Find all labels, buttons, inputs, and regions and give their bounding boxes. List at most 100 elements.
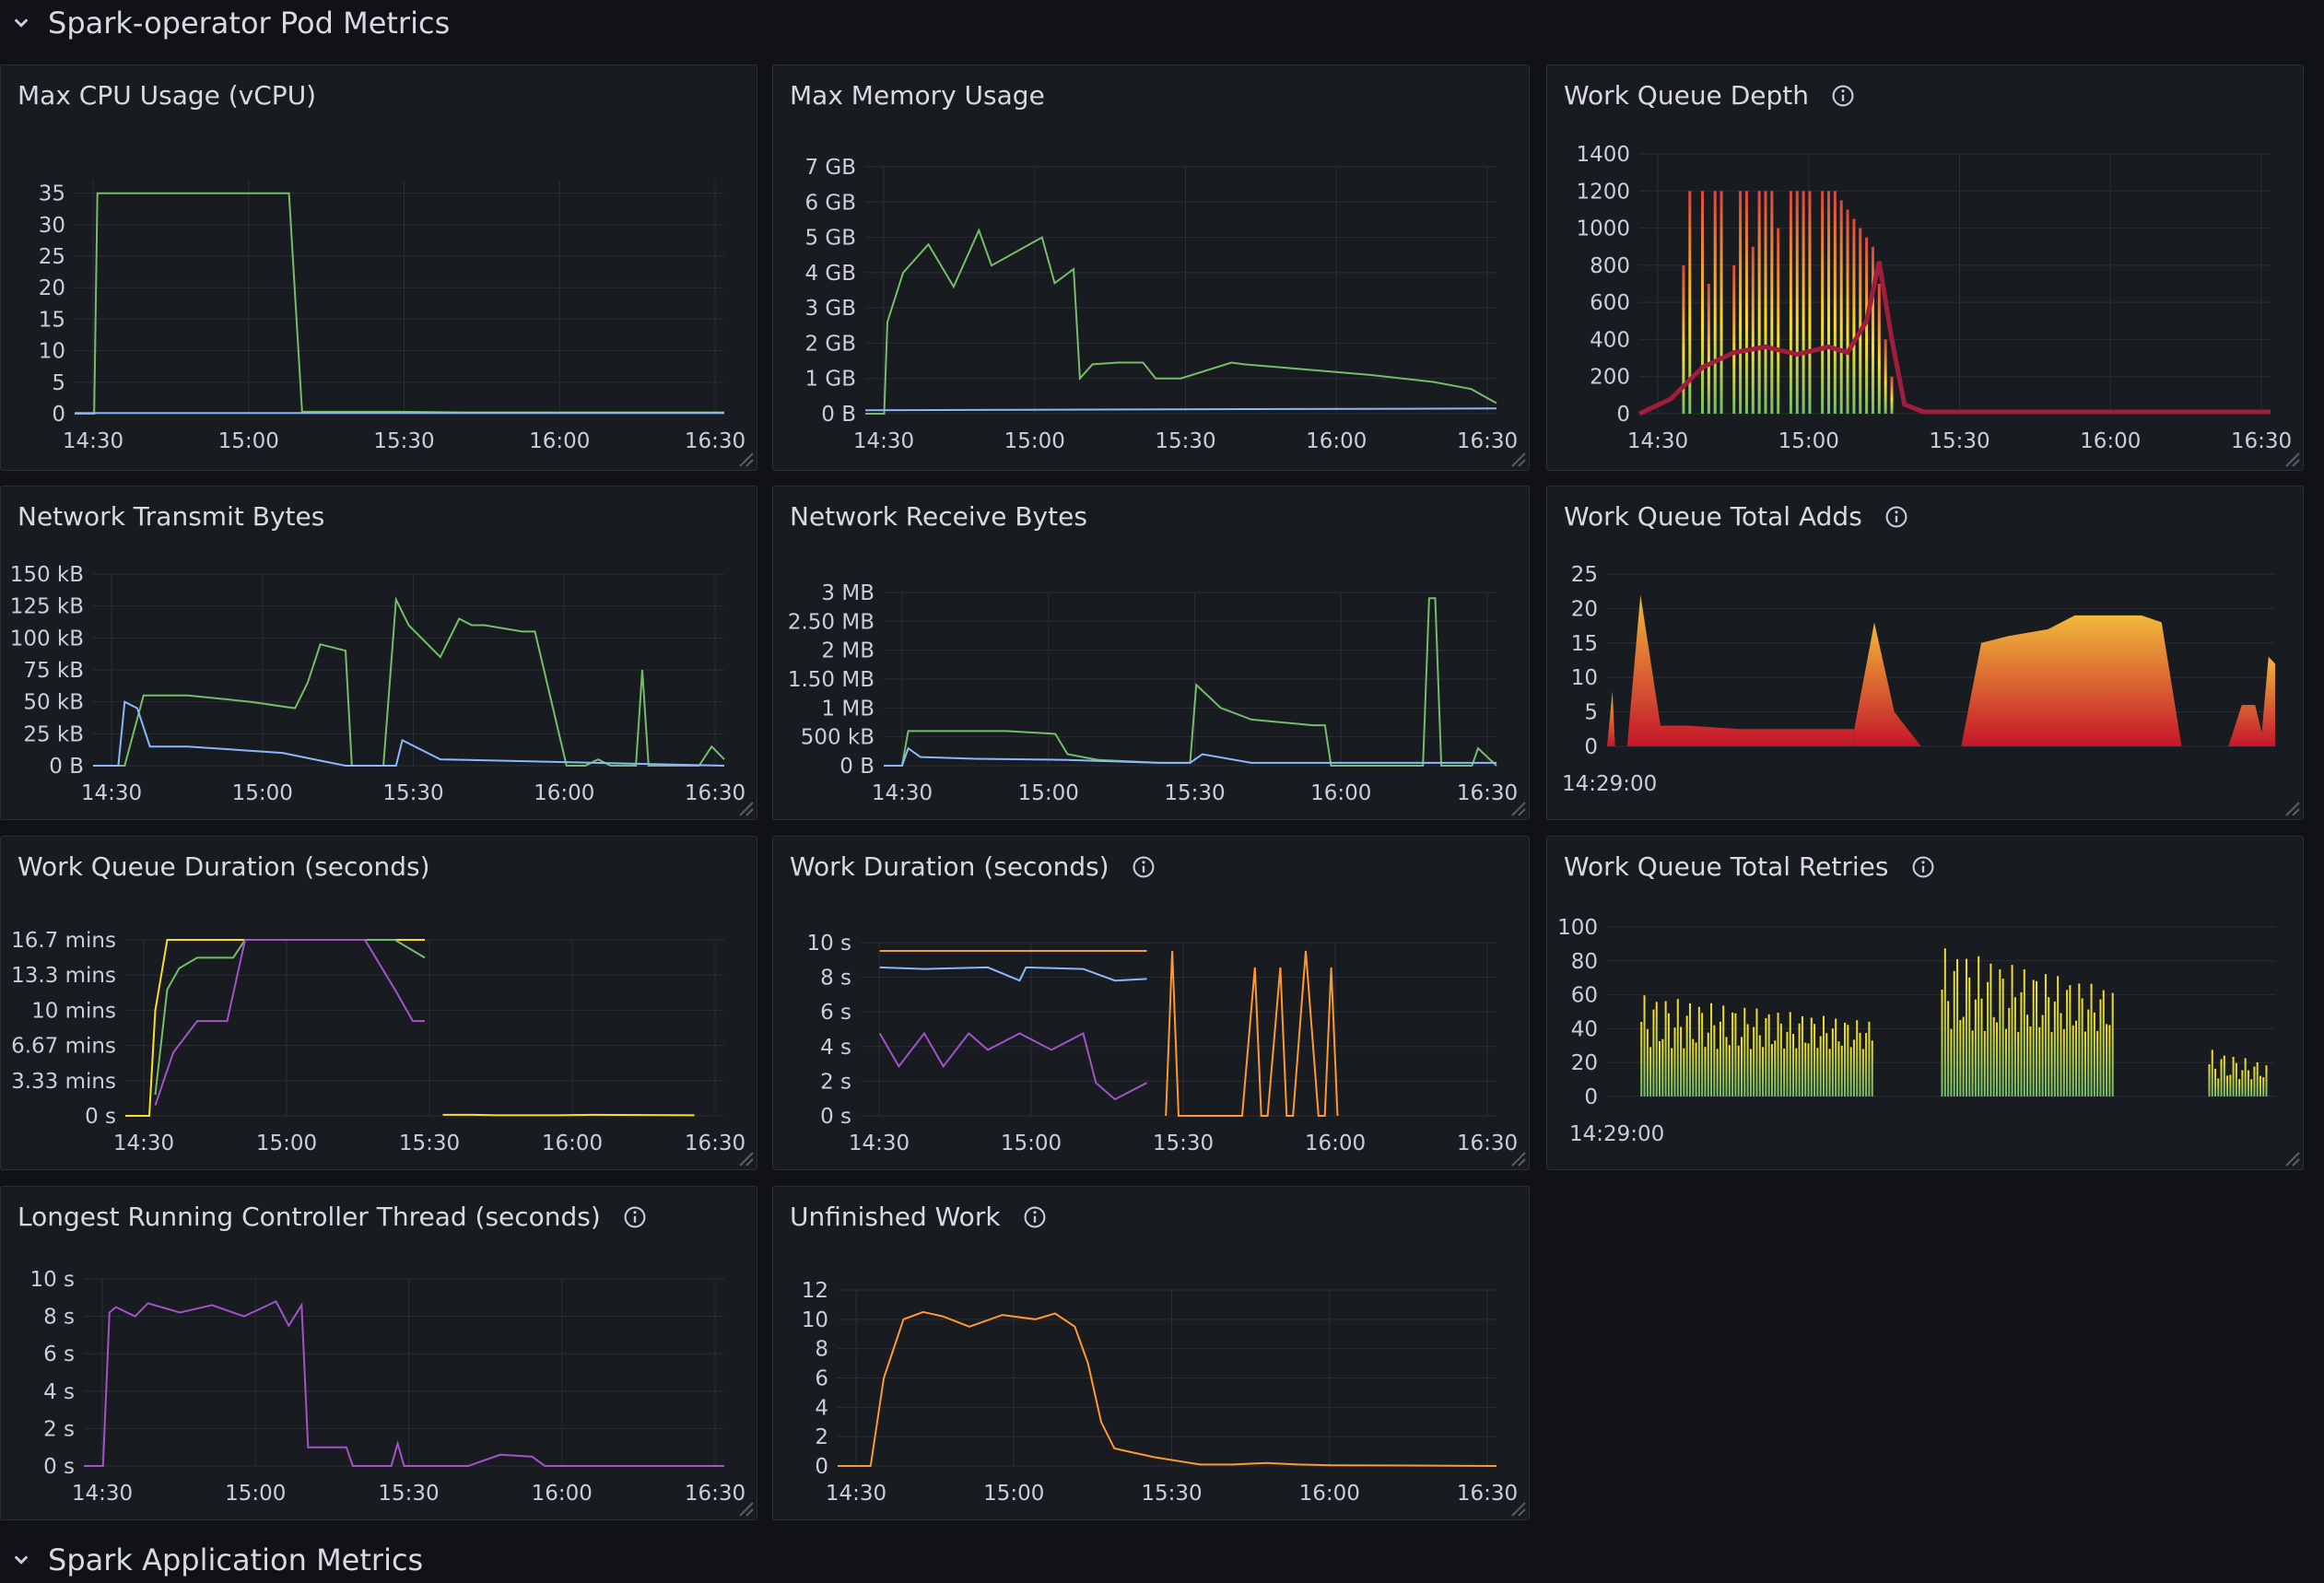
bar [1719, 1021, 1721, 1096]
chart-longest-thread: 0 s 2 s 4 s 6 s 8 s 10 s 14:30 15:00 15:30 16:00 1… [29, 1268, 754, 1517]
bar [1821, 191, 1825, 414]
bar [1695, 1042, 1697, 1096]
info-icon[interactable] [623, 1205, 647, 1229]
x-tick-label: 15:00 [225, 1482, 286, 1506]
bar [1968, 977, 1971, 1096]
bar [1978, 956, 1980, 1096]
x-tick-label: 16:00 [532, 1482, 593, 1506]
series-line-pod-a [884, 597, 1497, 767]
panel-work-duration[interactable]: Work Duration (seconds) 0 s 2 s 4 s 6 s 8 s 1… [772, 836, 1530, 1170]
panel-work-queue-total-retries[interactable]: Work Queue Total Retries 0 20 40 60 80 100 14… [1546, 836, 2304, 1170]
y-tick-label: 6 [815, 1367, 828, 1391]
info-icon[interactable] [1023, 1205, 1047, 1229]
bar [2001, 979, 2004, 1096]
series-line-purple [84, 1300, 724, 1467]
bar [2060, 1013, 2062, 1096]
panel-longest-running-thread[interactable]: Longest Running Controller Thread (secon… [0, 1186, 757, 1520]
y-tick-label: 3 MB [821, 581, 874, 605]
bar [1753, 1026, 1755, 1096]
bar [1673, 1027, 1676, 1096]
bar [1816, 1048, 1819, 1096]
y-tick-label: 3 GB [804, 297, 856, 321]
bar [2057, 976, 2060, 1096]
x-tick-label: 16:30 [685, 429, 745, 453]
bar [1643, 995, 1646, 1096]
time-label: 14:29:00 [1562, 772, 1658, 796]
bar [1795, 191, 1799, 414]
resize-handle-icon [2285, 1152, 2300, 1167]
series-line-pod-b [884, 746, 1497, 767]
series-line-pod-b [864, 407, 1497, 412]
bar [2066, 990, 2069, 1096]
info-icon[interactable] [1884, 505, 1908, 529]
bar [1713, 1025, 1716, 1096]
x-tick-label: 15:00 [983, 1482, 1044, 1506]
x-tick-label: 14:30 [853, 429, 914, 453]
y-tick-label: 25 kB [23, 722, 84, 746]
panel-work-queue-depth[interactable]: Work Queue Depth 0 200 400 600 800 1000 1200 14… [1546, 64, 2304, 471]
bar [1947, 1001, 1950, 1096]
bar [2041, 1014, 2044, 1096]
bar [2106, 1024, 2108, 1096]
y-tick-label: 6 GB [804, 191, 856, 215]
chart-work-queue-depth: 0 200 400 600 800 1000 1200 1400 14:30 15:00 15:30… [1576, 143, 2300, 467]
info-icon[interactable] [1132, 855, 1156, 879]
bar [2008, 1007, 2011, 1096]
bar [1871, 246, 1874, 414]
info-icon[interactable] [1911, 855, 1935, 879]
y-tick-label: 4 s [43, 1380, 75, 1404]
y-tick-label: 4 [815, 1396, 828, 1420]
bar [2044, 974, 2047, 1096]
bar [1890, 376, 1894, 414]
x-tick-label: 14:30 [849, 1132, 910, 1155]
x-tick-label: 15:00 [232, 781, 293, 805]
bar [1956, 958, 1959, 1096]
y-tick-label: 13.3 mins [11, 964, 116, 988]
y-tick-label: 125 kB [10, 595, 84, 619]
series-line-purple [154, 939, 425, 1106]
y-tick-label: 200 [1590, 366, 1630, 390]
panel-work-queue-duration[interactable]: Work Queue Duration (seconds) 0 s 3.33 mi… [0, 836, 757, 1170]
bar [1707, 284, 1710, 414]
x-tick-label: 15:30 [1141, 1482, 1202, 1506]
bar [2250, 1079, 2253, 1096]
info-icon[interactable] [1831, 84, 1855, 108]
bar [2069, 985, 2072, 1096]
bar [1835, 1018, 1837, 1096]
x-tick-label: 15:00 [218, 429, 279, 453]
y-tick-label: 12 [802, 1279, 828, 1303]
bar [1685, 1015, 1688, 1096]
panel-network-transmit-bytes[interactable]: Network Transmit Bytes 0 B 25 kB 50 kB 75 k… [0, 486, 757, 820]
x-tick-label: 16:00 [534, 781, 594, 805]
panel-work-queue-total-adds[interactable]: Work Queue Total Adds 0 5 10 15 20 25 14:29:0… [1546, 486, 2304, 820]
bar [1861, 1049, 1864, 1096]
bar [1751, 246, 1755, 414]
x-tick-label: 15:30 [1153, 1132, 1214, 1155]
bar [2096, 1030, 2099, 1096]
y-tick-label: 25 [39, 245, 65, 269]
panel-max-memory-usage[interactable]: Max Memory Usage 0 B 1 GB 2 GB 3 GB 4 GB 5 GB… [772, 64, 1530, 471]
x-tick-label: 16:30 [1457, 1132, 1518, 1155]
bar [2211, 1049, 2213, 1096]
panel-max-cpu-usage[interactable]: Max CPU Usage (vCPU) 0 5 10 15 20 25 30 35 14:30… [0, 64, 757, 471]
y-tick-label: 5 [1584, 701, 1598, 725]
y-tick-label: 0 [1584, 735, 1598, 759]
panel-unfinished-work[interactable]: Unfinished Work 0 2 4 6 8 10 12 14:30 15:00 15:30… [772, 1186, 1530, 1520]
row-header-pod-metrics[interactable]: Spark-operator Pod Metrics [0, 0, 450, 46]
bar [1844, 1022, 1847, 1096]
x-tick-label: 15:30 [1155, 429, 1215, 453]
series-line-pod-a [93, 595, 725, 767]
row-header-app-metrics[interactable]: Spark Application Metrics [0, 1537, 423, 1583]
bar [1837, 1041, 1840, 1096]
bar [2023, 968, 2025, 1096]
bar [2013, 997, 2016, 1096]
bar [1810, 1017, 1813, 1096]
chevron-down-icon [14, 18, 29, 28]
bar [2232, 1056, 2235, 1096]
y-tick-label: 4 GB [804, 262, 856, 286]
panel-network-receive-bytes[interactable]: Network Receive Bytes 0 B 500 kB 1 MB 1.50 … [772, 486, 1530, 820]
y-tick-label: 80 [1571, 950, 1598, 974]
y-tick-label: 20 [1571, 597, 1598, 621]
y-tick-label: 20 [39, 276, 65, 300]
y-tick-label: 100 kB [10, 627, 84, 651]
